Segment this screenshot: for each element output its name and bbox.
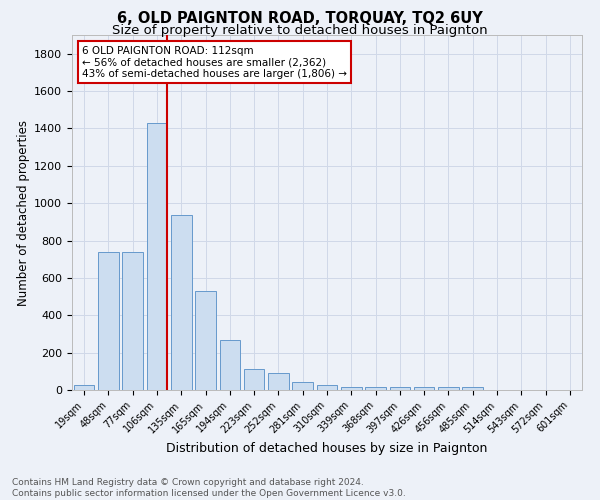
Bar — [389, 388, 410, 390]
Text: Size of property relative to detached houses in Paignton: Size of property relative to detached ho… — [112, 24, 488, 37]
Bar — [171, 216, 191, 390]
Bar — [268, 372, 289, 390]
Bar — [438, 388, 459, 390]
Bar — [317, 386, 337, 390]
Bar — [365, 388, 386, 390]
Bar — [74, 386, 94, 390]
Text: 6, OLD PAIGNTON ROAD, TORQUAY, TQ2 6UY: 6, OLD PAIGNTON ROAD, TORQUAY, TQ2 6UY — [117, 11, 483, 26]
Y-axis label: Number of detached properties: Number of detached properties — [17, 120, 30, 306]
Bar — [122, 252, 143, 390]
X-axis label: Distribution of detached houses by size in Paignton: Distribution of detached houses by size … — [166, 442, 488, 454]
Bar — [292, 382, 313, 390]
Text: Contains HM Land Registry data © Crown copyright and database right 2024.
Contai: Contains HM Land Registry data © Crown c… — [12, 478, 406, 498]
Bar — [244, 370, 265, 390]
Text: 6 OLD PAIGNTON ROAD: 112sqm
← 56% of detached houses are smaller (2,362)
43% of : 6 OLD PAIGNTON ROAD: 112sqm ← 56% of det… — [82, 46, 347, 79]
Bar — [146, 123, 167, 390]
Bar — [220, 340, 240, 390]
Bar — [98, 252, 119, 390]
Bar — [195, 291, 216, 390]
Bar — [414, 388, 434, 390]
Bar — [463, 388, 483, 390]
Bar — [341, 387, 362, 390]
